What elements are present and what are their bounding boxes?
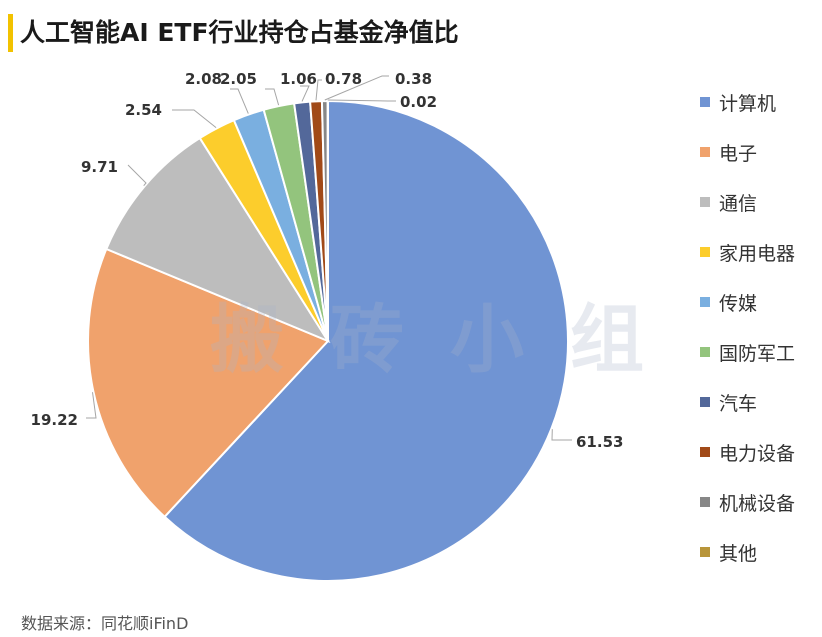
legend-swatch (700, 397, 710, 407)
chart-title: 人工智能AI ETF行业持仓占基金净值比 (20, 18, 459, 47)
data-label-7: 1.06 (280, 70, 317, 88)
legend-item-3: 通信 (700, 190, 758, 215)
data-label-9: 0.38 (395, 70, 432, 88)
legend-item-10: 其他 (700, 540, 758, 565)
data-label-5: 2.08 (185, 70, 222, 88)
legend-label: 机械设备 (719, 492, 796, 515)
title-accent-bar (8, 14, 13, 52)
data-label-6: 2.05 (220, 70, 257, 88)
legend-label: 其他 (719, 542, 758, 565)
legend-swatch (700, 497, 710, 507)
leader-line-3 (127, 164, 147, 187)
leader-line-6 (265, 88, 280, 106)
legend-swatch (700, 297, 710, 307)
legend-swatch (700, 97, 710, 107)
legend-swatch (700, 547, 710, 557)
data-label-10: 0.02 (400, 93, 437, 111)
legend-label: 家用电器 (719, 242, 796, 265)
legend-item-8: 电力设备 (700, 440, 796, 465)
legend-label: 电子 (719, 142, 758, 165)
pie-slice-2 (87, 247, 330, 519)
legend-label: 传媒 (719, 292, 758, 315)
leader-line-7 (300, 85, 310, 102)
legend-swatch (700, 347, 710, 357)
leader-line-8 (315, 79, 322, 101)
legend-swatch (700, 197, 710, 207)
legend-label: 电力设备 (719, 442, 796, 465)
data-label-4: 2.54 (125, 101, 162, 119)
legend-item-2: 电子 (700, 140, 758, 165)
legend-item-5: 传媒 (700, 290, 758, 315)
pie-slice-3 (105, 136, 331, 344)
leader-line-1 (551, 429, 572, 441)
pie-slice-1 (163, 99, 569, 582)
leader-line-2 (86, 392, 97, 419)
legend-label: 通信 (719, 192, 758, 215)
leader-line-4 (172, 109, 217, 128)
legend-swatch (700, 147, 710, 157)
legend-label: 国防军工 (719, 342, 796, 365)
legend-item-7: 汽车 (700, 390, 758, 415)
legend-item-1: 计算机 (700, 90, 777, 115)
leader-line-10 (327, 99, 396, 102)
legend-label: 计算机 (719, 92, 777, 115)
data-label-1: 61.53 (576, 433, 623, 451)
legend-swatch (700, 447, 710, 457)
data-label-2: 19.22 (31, 411, 78, 429)
data-label-8: 0.78 (325, 70, 362, 88)
legend-item-4: 家用电器 (700, 240, 796, 265)
legend-label: 汽车 (719, 392, 758, 415)
legend-item-9: 机械设备 (700, 490, 796, 515)
legend-swatch (700, 247, 710, 257)
data-source-note: 数据来源：同花顺iFinD (21, 614, 189, 633)
data-label-3: 9.71 (81, 158, 118, 176)
leader-line-5 (230, 88, 249, 114)
legend-item-6: 国防军工 (700, 340, 796, 365)
pie-chart: 61.53 19.22 9.71 2.54 2.082.05 1.06 0.78 0.38 0.… (31, 70, 623, 582)
leader-line-9 (324, 75, 389, 101)
